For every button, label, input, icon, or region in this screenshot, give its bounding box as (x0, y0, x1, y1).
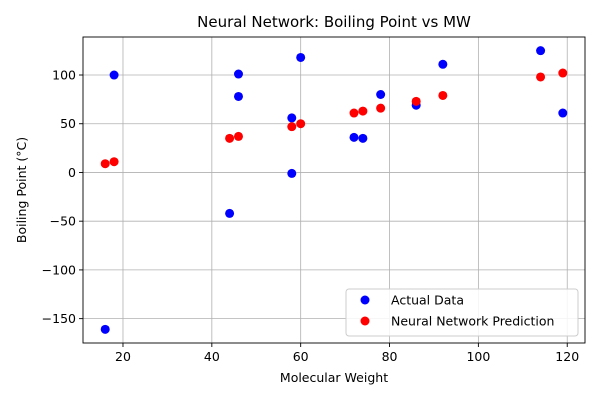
actual-data-point (536, 46, 546, 56)
prediction-point (438, 90, 448, 100)
y-tick-label: 0 (68, 165, 76, 180)
actual-data-point (358, 133, 368, 143)
actual-data-point (438, 59, 448, 69)
legend-label-actual: Actual Data (391, 293, 464, 308)
grid (83, 37, 585, 343)
x-tick-label: 60 (293, 349, 309, 364)
y-tick-label: −100 (42, 262, 76, 277)
y-tick-label: 100 (52, 68, 76, 83)
actual-data-point (233, 69, 243, 79)
chart-title: Neural Network: Boiling Point vs MW (197, 13, 471, 31)
legend-box (345, 288, 579, 337)
x-tick-label: 100 (466, 349, 490, 364)
prediction-point (225, 133, 235, 143)
prediction-point (376, 103, 386, 113)
legend: Actual Data Neural Network Prediction (345, 288, 579, 337)
legend-label-prediction: Neural Network Prediction (391, 314, 554, 329)
legend-marker-actual (360, 295, 370, 305)
actual-data-point (233, 91, 243, 101)
legend-marker-prediction (360, 316, 370, 326)
x-tick-label: 20 (115, 349, 131, 364)
x-axis-label: Molecular Weight (280, 370, 388, 385)
prediction-point (296, 119, 306, 129)
prediction-point (287, 122, 297, 132)
actual-data-point (287, 113, 297, 123)
prediction-point (411, 96, 421, 106)
actual-data-point (349, 132, 359, 142)
prediction-point (100, 159, 110, 169)
y-tick-label: −150 (42, 311, 76, 326)
actual-data-point (225, 208, 235, 218)
actual-data-point (296, 52, 306, 62)
actual-data-point (376, 89, 386, 99)
prediction-point (558, 68, 568, 78)
y-tick-label: 50 (60, 116, 76, 131)
x-tick-label: 80 (382, 349, 398, 364)
x-tick-label: 120 (555, 349, 579, 364)
prediction-point (358, 106, 368, 116)
actual-data-point (109, 70, 119, 80)
y-axis-label: Boiling Point (°C) (14, 137, 29, 243)
prediction-point (233, 131, 243, 141)
x-tick-label: 40 (204, 349, 220, 364)
prediction-point (349, 108, 359, 118)
plot-frame (82, 36, 586, 344)
axes: 20 40 60 80 100 120 −150 −100 −50 0 50 100 (42, 36, 586, 364)
actual-data-point (100, 324, 110, 334)
prediction-point (109, 157, 119, 167)
actual-data-point (287, 168, 297, 178)
actual-data-point (558, 108, 568, 118)
y-tick-label: −50 (50, 214, 76, 229)
prediction-point (536, 72, 546, 82)
data-points (100, 46, 568, 334)
